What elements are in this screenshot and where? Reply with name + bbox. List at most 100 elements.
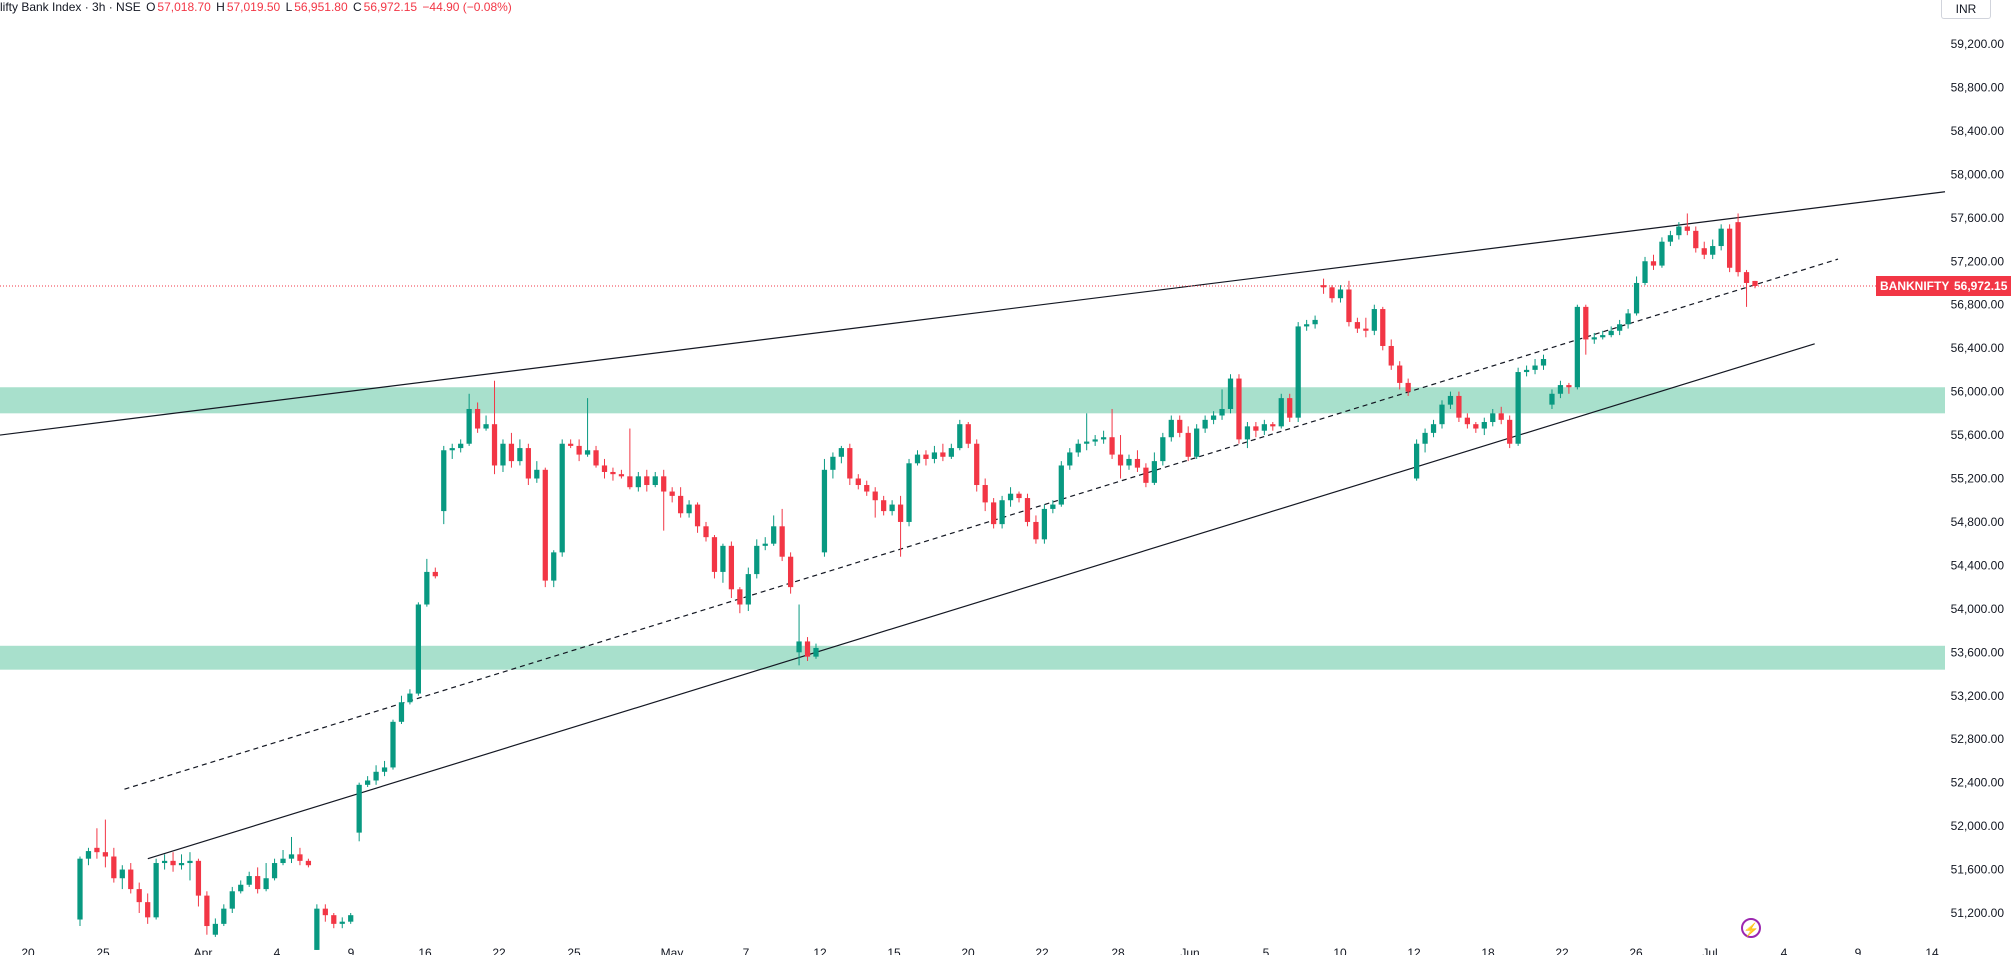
candle-body xyxy=(694,504,701,527)
price-tick-label: 58,800.00 xyxy=(1951,80,2005,94)
candle-body xyxy=(872,491,878,501)
candle-body xyxy=(551,552,557,581)
candle-body xyxy=(1574,306,1580,388)
candle-body xyxy=(212,923,218,935)
candle-body xyxy=(1253,426,1259,431)
candle-body xyxy=(348,915,354,922)
candle-body xyxy=(669,491,675,496)
open-label: O xyxy=(146,0,156,14)
price-tick-label: 51,600.00 xyxy=(1951,863,2005,877)
candle-body xyxy=(1117,454,1124,466)
candle-body xyxy=(1667,235,1674,242)
candle-body xyxy=(1109,437,1115,455)
price-tick-label: 52,400.00 xyxy=(1951,776,2005,790)
candle-body xyxy=(584,450,591,455)
time-tick-label: 20 xyxy=(21,946,35,955)
candle-body xyxy=(1177,419,1183,433)
candle-body xyxy=(1067,452,1073,466)
price-axis[interactable]: 51,200.00 51,600.00 52,000.00 52,400.00 52,8… xyxy=(1951,37,2005,920)
trendline xyxy=(0,191,1946,436)
candle-body xyxy=(246,876,252,885)
candle-body xyxy=(145,902,151,918)
candle-body xyxy=(1050,504,1056,509)
lightning-icon[interactable]: ⚡ xyxy=(1741,918,1761,938)
candle-body xyxy=(737,589,743,605)
close-value: 56,972.15 xyxy=(363,0,418,14)
last-price-tag: 56,972.15 xyxy=(1950,276,2011,296)
candle-body xyxy=(1371,309,1377,331)
candle-body xyxy=(1194,428,1200,457)
candle-body xyxy=(652,476,658,486)
time-axis[interactable]: 20 25 Apr 4 9 16 22 25 May 7 12 15 20 22 28 Jun 5 10 12 18 2… xyxy=(21,946,1939,955)
candle-body xyxy=(491,424,498,466)
candle-body xyxy=(128,869,134,890)
symbol-title[interactable]: lifty Bank Index · 3h · NSE xyxy=(0,0,141,14)
candle-body xyxy=(525,448,531,479)
candle-body xyxy=(881,500,887,512)
time-tick-label: Apr xyxy=(194,946,213,955)
candle-body xyxy=(356,784,362,833)
candle-body xyxy=(644,476,650,486)
candle-body xyxy=(77,858,83,920)
candle-body xyxy=(931,452,938,459)
support-resistance-zones xyxy=(0,387,1945,670)
symbol-price-tag: BANKNIFTY xyxy=(1876,276,1954,296)
candle-body xyxy=(1676,226,1682,236)
currency-button[interactable]: INR xyxy=(1941,0,1991,19)
time-tick-label: Jul xyxy=(1702,946,1717,955)
time-tick-label: 22 xyxy=(1555,946,1569,955)
candle-body xyxy=(136,889,142,903)
price-zone xyxy=(0,645,1945,670)
time-tick-label: 7 xyxy=(743,946,750,955)
candle-body xyxy=(847,448,853,479)
close-label: C xyxy=(352,0,362,14)
price-tick-label: 55,600.00 xyxy=(1951,428,2005,442)
candle-body xyxy=(1295,326,1301,418)
candle-body xyxy=(534,469,540,479)
candle-body xyxy=(94,847,100,853)
candle-body xyxy=(373,771,379,781)
price-tick-label: 54,800.00 xyxy=(1951,515,2005,529)
candle-body xyxy=(855,478,861,486)
candle-body xyxy=(1304,324,1310,327)
candle-body xyxy=(1659,241,1665,266)
candle-body xyxy=(965,424,971,444)
time-tick-label: 15 xyxy=(887,946,901,955)
candle-body xyxy=(1075,443,1081,453)
candle-body xyxy=(474,408,481,429)
price-tick-label: 51,200.00 xyxy=(1951,906,2005,920)
time-tick-label: 25 xyxy=(96,946,110,955)
candle-body xyxy=(813,647,819,657)
candle-body xyxy=(838,448,844,457)
candle-body xyxy=(1473,424,1479,429)
candle-body xyxy=(1600,335,1606,338)
candle-body xyxy=(390,721,396,768)
candle-body xyxy=(720,545,726,572)
candle-body xyxy=(1617,324,1623,331)
candle-body xyxy=(804,641,811,657)
candle-body xyxy=(1701,248,1707,255)
candle-body xyxy=(1540,359,1547,366)
candle-body xyxy=(686,504,692,514)
candle-body xyxy=(1219,408,1225,416)
time-tick-label: 22 xyxy=(1035,946,1049,955)
candle-body xyxy=(1422,432,1428,444)
candle-body xyxy=(1092,439,1098,442)
open-value: 57,018.70 xyxy=(157,0,211,14)
candle-body xyxy=(1735,222,1741,273)
candle-body xyxy=(517,448,523,462)
time-tick-label: 26 xyxy=(1629,946,1643,955)
price-tick-label: 57,600.00 xyxy=(1951,211,2005,225)
candle-body xyxy=(678,495,684,514)
candle-body xyxy=(1210,415,1217,420)
candle-body xyxy=(1244,426,1251,440)
price-tick-label: 55,200.00 xyxy=(1951,472,2005,486)
candle-body xyxy=(948,448,954,457)
price-tick-label: 58,000.00 xyxy=(1951,167,2005,181)
time-tick-label: 4 xyxy=(274,946,281,955)
candle-body xyxy=(305,860,312,866)
price-tick-label: 53,600.00 xyxy=(1951,645,2005,659)
candle-body xyxy=(1337,289,1344,299)
candle-body xyxy=(771,526,777,544)
